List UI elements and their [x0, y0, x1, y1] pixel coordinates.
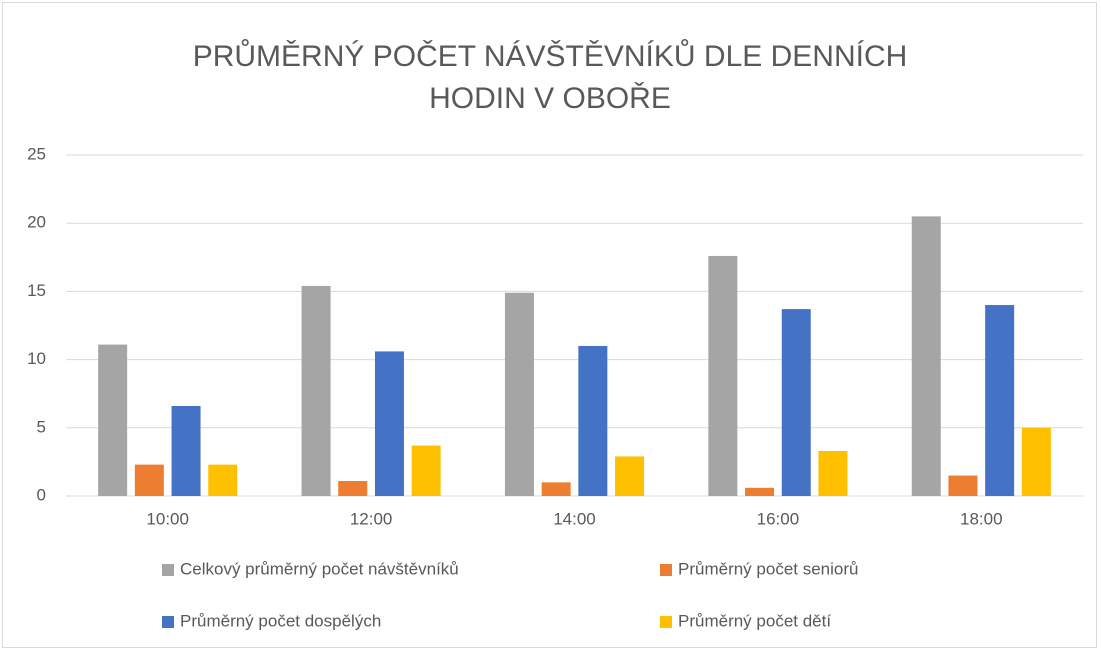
legend-swatch — [660, 616, 672, 628]
legend-swatch — [162, 564, 174, 576]
legend-label: Průměrný počet dětí — [678, 611, 831, 630]
chart-title: PRŮMĚRNÝ POČET NÁVŠTĚVNÍKŮ DLE DENNÍCH H… — [192, 40, 908, 115]
bar — [541, 482, 571, 496]
legend-label: Průměrný počet seniorů — [678, 559, 858, 578]
x-tick-label: 18:00 — [960, 509, 1003, 528]
bar — [504, 292, 534, 496]
y-tick-label: 5 — [37, 417, 46, 436]
y-tick-label: 0 — [37, 485, 46, 504]
bar — [708, 255, 738, 496]
y-tick-label: 20 — [27, 213, 46, 232]
y-tick-label: 15 — [27, 281, 46, 300]
bar — [1021, 427, 1051, 496]
bar — [374, 351, 404, 496]
bar — [985, 305, 1015, 496]
bar — [818, 450, 848, 496]
legend-label: Celkový průměrný počet návštěvníků — [180, 559, 459, 578]
bar — [134, 464, 164, 496]
y-tick-label: 10 — [27, 349, 46, 368]
bar — [578, 345, 608, 496]
x-tick-label: 16:00 — [757, 509, 800, 528]
bar — [171, 405, 201, 496]
legend-label: Průměrný počet dospělých — [180, 611, 381, 630]
bar — [615, 456, 645, 496]
legend-swatch — [660, 564, 672, 576]
bar — [301, 285, 331, 496]
bar — [948, 475, 978, 496]
bar — [98, 344, 128, 496]
x-tick-label: 14:00 — [553, 509, 596, 528]
bar — [781, 309, 811, 496]
bar — [911, 216, 941, 496]
bar — [745, 487, 775, 496]
x-tick-label: 12:00 — [350, 509, 393, 528]
y-tick-label: 25 — [27, 144, 46, 163]
legend-swatch — [162, 616, 174, 628]
x-tick-label: 10:00 — [146, 509, 189, 528]
bar — [338, 480, 368, 496]
bar — [208, 464, 238, 496]
bar — [411, 445, 441, 496]
